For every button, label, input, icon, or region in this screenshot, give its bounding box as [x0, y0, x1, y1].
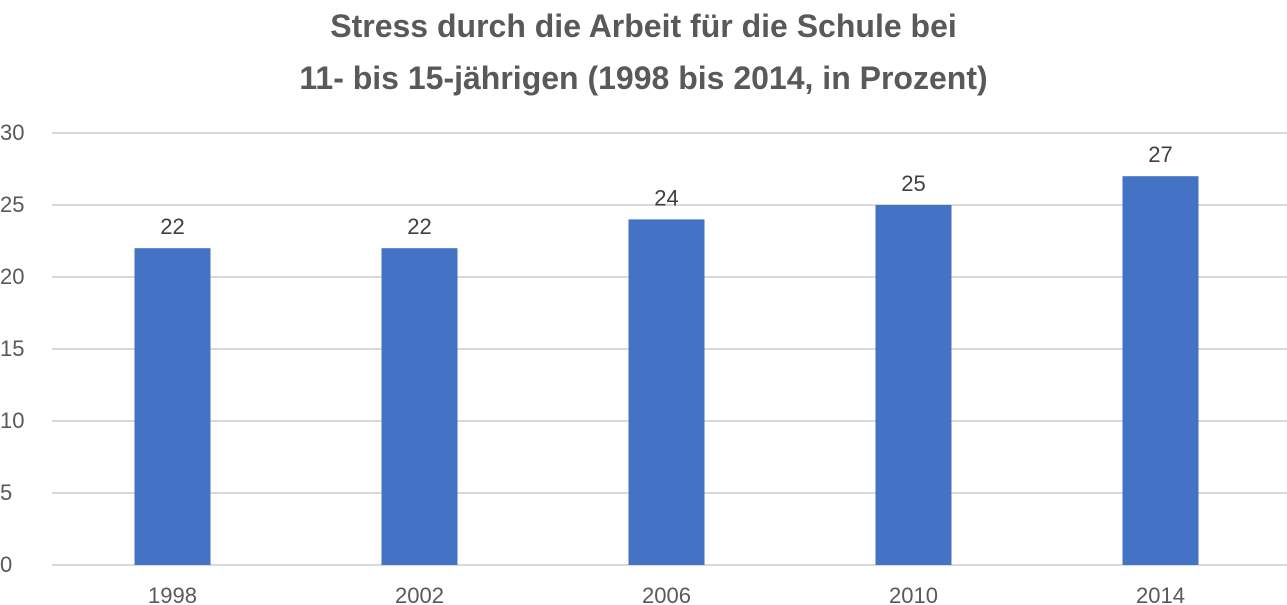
data-label-1998: 22 [160, 214, 184, 239]
y-tick-label: 15 [0, 336, 24, 361]
data-label-2014: 27 [1148, 142, 1172, 167]
bar-2014 [1122, 176, 1199, 565]
x-tick-label-2014: 2014 [1136, 583, 1185, 605]
bar-2006 [628, 219, 705, 565]
y-axis-tick-labels: 0 5 10 15 20 25 30 [0, 120, 24, 577]
y-tick-label: 20 [0, 264, 24, 289]
bar-2010 [875, 205, 952, 565]
x-tick-label-2010: 2010 [889, 583, 938, 605]
y-tick-label: 25 [0, 192, 24, 217]
bar-2002 [381, 248, 458, 565]
data-label-2002: 22 [407, 214, 431, 239]
x-axis-tick-labels: 1998 2002 2006 2010 2014 [148, 583, 1185, 605]
chart-title-line-2: 11- bis 15-jährigen (1998 bis 2014, in P… [299, 60, 988, 96]
y-tick-label: 5 [0, 480, 12, 505]
data-label-2006: 24 [654, 185, 678, 210]
bar-1998 [134, 248, 211, 565]
data-labels: 22 22 24 25 27 [160, 142, 1172, 239]
bars [134, 176, 1199, 565]
chart-title: Stress durch die Arbeit für die Schule b… [0, 0, 1287, 104]
y-tick-label: 0 [0, 552, 12, 577]
x-tick-label-2002: 2002 [395, 583, 444, 605]
data-label-2010: 25 [901, 171, 925, 196]
x-tick-label-2006: 2006 [642, 583, 691, 605]
x-tick-label-1998: 1998 [148, 583, 197, 605]
y-tick-label: 10 [0, 408, 24, 433]
y-tick-label: 30 [0, 120, 24, 145]
chart-title-line-1: Stress durch die Arbeit für die Schule b… [330, 8, 957, 44]
